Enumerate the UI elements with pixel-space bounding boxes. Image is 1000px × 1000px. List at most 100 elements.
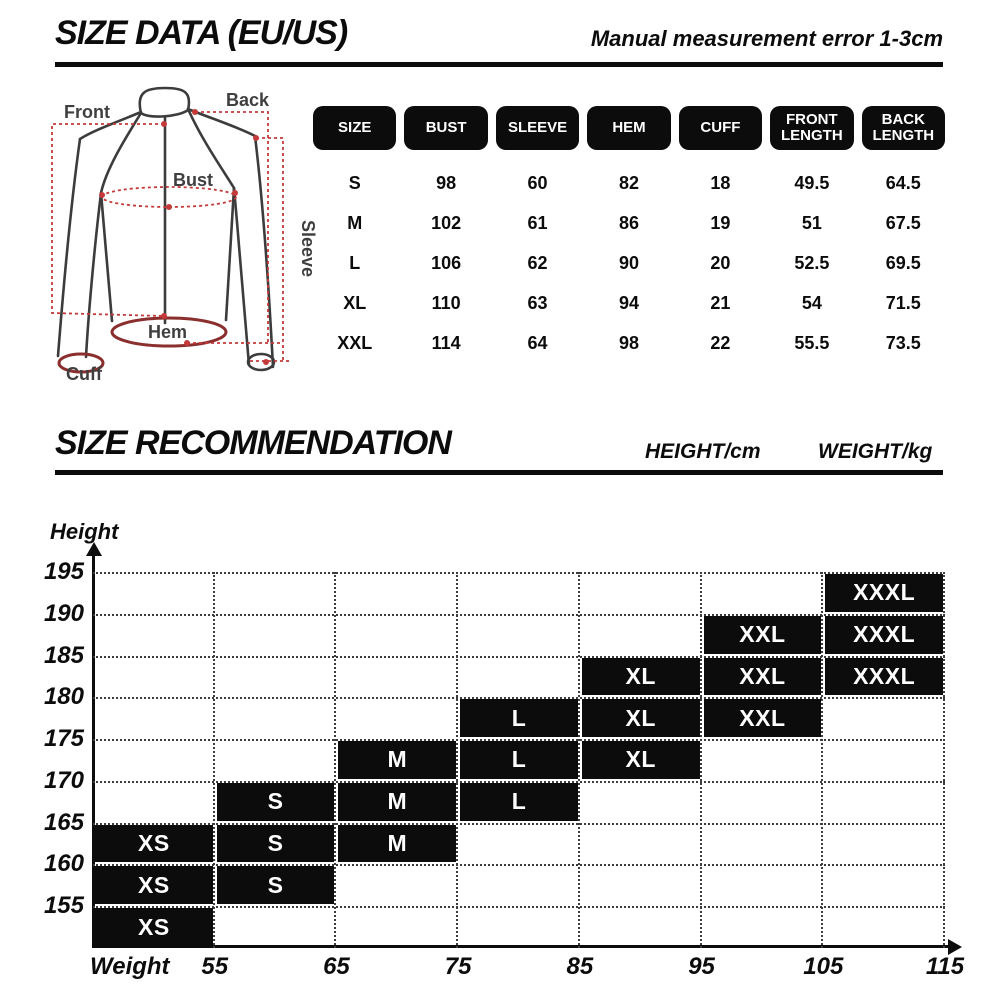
table-header-front-length: FRONT LENGTH	[770, 106, 854, 150]
y-tick-label: 160	[43, 850, 84, 878]
table-row-size: S	[348, 172, 361, 193]
table-cell: 64.5	[885, 172, 921, 193]
table-cell: 61	[527, 212, 548, 233]
table-cell: 21	[710, 292, 731, 313]
jacket-measurement-diagram: Front Back Bust Sleeve Hem Cuff	[51, 86, 318, 384]
table-cell: 69.5	[885, 252, 921, 273]
table-row-size: XL	[343, 292, 367, 313]
height-unit-label: HEIGHT/cm	[645, 440, 761, 463]
size-cell-m: M	[338, 824, 457, 863]
size-cell-m: M	[338, 741, 457, 779]
x-tick-label: 65	[323, 953, 350, 980]
vertical-gridline	[577, 572, 580, 948]
table-cell: 52.5	[794, 252, 830, 273]
table-header-bust: BUST	[404, 106, 488, 150]
table-cell: 54	[801, 292, 822, 313]
table-cell: 82	[618, 172, 639, 193]
table-cell: 60	[527, 172, 548, 193]
table-cell: 106	[431, 252, 462, 273]
table-cell: 51	[801, 212, 822, 233]
size-cell-xl: XL	[581, 741, 700, 779]
horizontal-gridline	[93, 822, 945, 825]
x-axis-arrow	[948, 939, 962, 955]
y-tick-label: 175	[43, 725, 84, 753]
size-cell-xs: XS	[95, 866, 213, 905]
table-cell: 110	[431, 292, 461, 313]
x-axis	[92, 945, 948, 948]
front-label: Front	[64, 102, 110, 122]
y-tick-label: 180	[43, 683, 84, 711]
vertical-gridline	[334, 572, 337, 948]
horizontal-gridline	[93, 780, 945, 783]
size-cell-xxl: XXL	[703, 615, 822, 654]
weight-unit-label: WEIGHT/kg	[818, 440, 933, 463]
vertical-gridline	[699, 572, 702, 948]
horizontal-gridline	[93, 739, 945, 742]
size-cell-m: M	[338, 782, 457, 821]
front-length-line	[51, 123, 165, 317]
back-length-line	[187, 111, 283, 344]
table-row-size: L	[349, 252, 361, 273]
y-axis-arrow	[86, 542, 102, 556]
horizontal-gridline	[93, 655, 945, 658]
size-cell-s: S	[216, 824, 335, 863]
x-tick-label: 105	[803, 953, 844, 980]
sleeve-length-line	[250, 137, 290, 362]
x-tick-label: 75	[444, 953, 472, 980]
size-cell-s: S	[216, 866, 335, 905]
size-cell-xl: XL	[581, 657, 700, 696]
table-row-size: M	[347, 212, 363, 233]
y-tick-label: 165	[43, 808, 84, 836]
size-cell-xxl: XXL	[703, 657, 822, 696]
weight-axis-label: Weight	[90, 953, 170, 980]
table-cell: 71.5	[885, 292, 921, 313]
table-cell: 19	[710, 212, 731, 233]
table-cell: 73.5	[885, 332, 921, 353]
x-tick-label: 95	[688, 953, 715, 980]
y-tick-label: 195	[43, 558, 84, 585]
table-cell: 49.5	[794, 172, 830, 193]
table-cell: 86	[618, 212, 639, 233]
right-cuff-outline	[246, 352, 276, 372]
section-divider	[55, 470, 943, 475]
table-cell: 20	[710, 252, 731, 273]
y-tick-label: 190	[43, 599, 84, 627]
table-cell: 64	[527, 332, 548, 353]
table-cell: 90	[618, 252, 639, 273]
size-cell-l: L	[460, 699, 578, 738]
table-cell: 94	[618, 292, 639, 313]
size-cell-xxxl: XXXL	[825, 615, 943, 654]
vertical-gridline	[456, 572, 459, 948]
measurement-error-note: Manual measurement error 1-3cm	[590, 26, 943, 51]
horizontal-gridline	[93, 572, 945, 574]
x-tick-label: 115	[925, 953, 965, 980]
size-data-table: SIZE BUST SLEEVE HEM CUFF FRONT LENGTH BACK LE…	[313, 106, 945, 363]
horizontal-gridline	[93, 864, 945, 867]
cuff-ellipse	[57, 352, 105, 374]
section-divider	[55, 62, 943, 67]
table-cell: 62	[527, 252, 548, 273]
table-cell: 18	[710, 172, 731, 193]
table-cell: 22	[710, 332, 731, 353]
table-cell: 63	[527, 292, 548, 313]
recommendation-grid: XS XS XS S S S M M M L L L XL XL XL XXL XXL XXL XXXL XXXL XX…	[93, 572, 945, 948]
y-axis	[92, 554, 95, 948]
table-cell: 102	[431, 212, 462, 233]
table-header-size: SIZE	[313, 106, 397, 150]
vertical-gridline	[821, 572, 824, 948]
size-cell-l: L	[460, 741, 578, 779]
cuff-label: Cuff	[66, 364, 103, 384]
y-tick-label: 170	[43, 766, 84, 794]
y-tick-label: 155	[43, 892, 84, 920]
bust-label: Bust	[173, 170, 213, 190]
horizontal-gridline	[93, 906, 945, 909]
table-cell: 98	[618, 332, 639, 353]
table-row-size: XXL	[337, 332, 373, 353]
y-tick-label: 185	[43, 641, 84, 669]
size-recommendation-title: SIZE RECOMMENDATION	[55, 424, 452, 462]
table-cell: 55.5	[794, 332, 830, 353]
jacket-outline	[56, 86, 276, 372]
vertical-gridline	[943, 572, 945, 948]
horizontal-gridline	[93, 613, 945, 616]
